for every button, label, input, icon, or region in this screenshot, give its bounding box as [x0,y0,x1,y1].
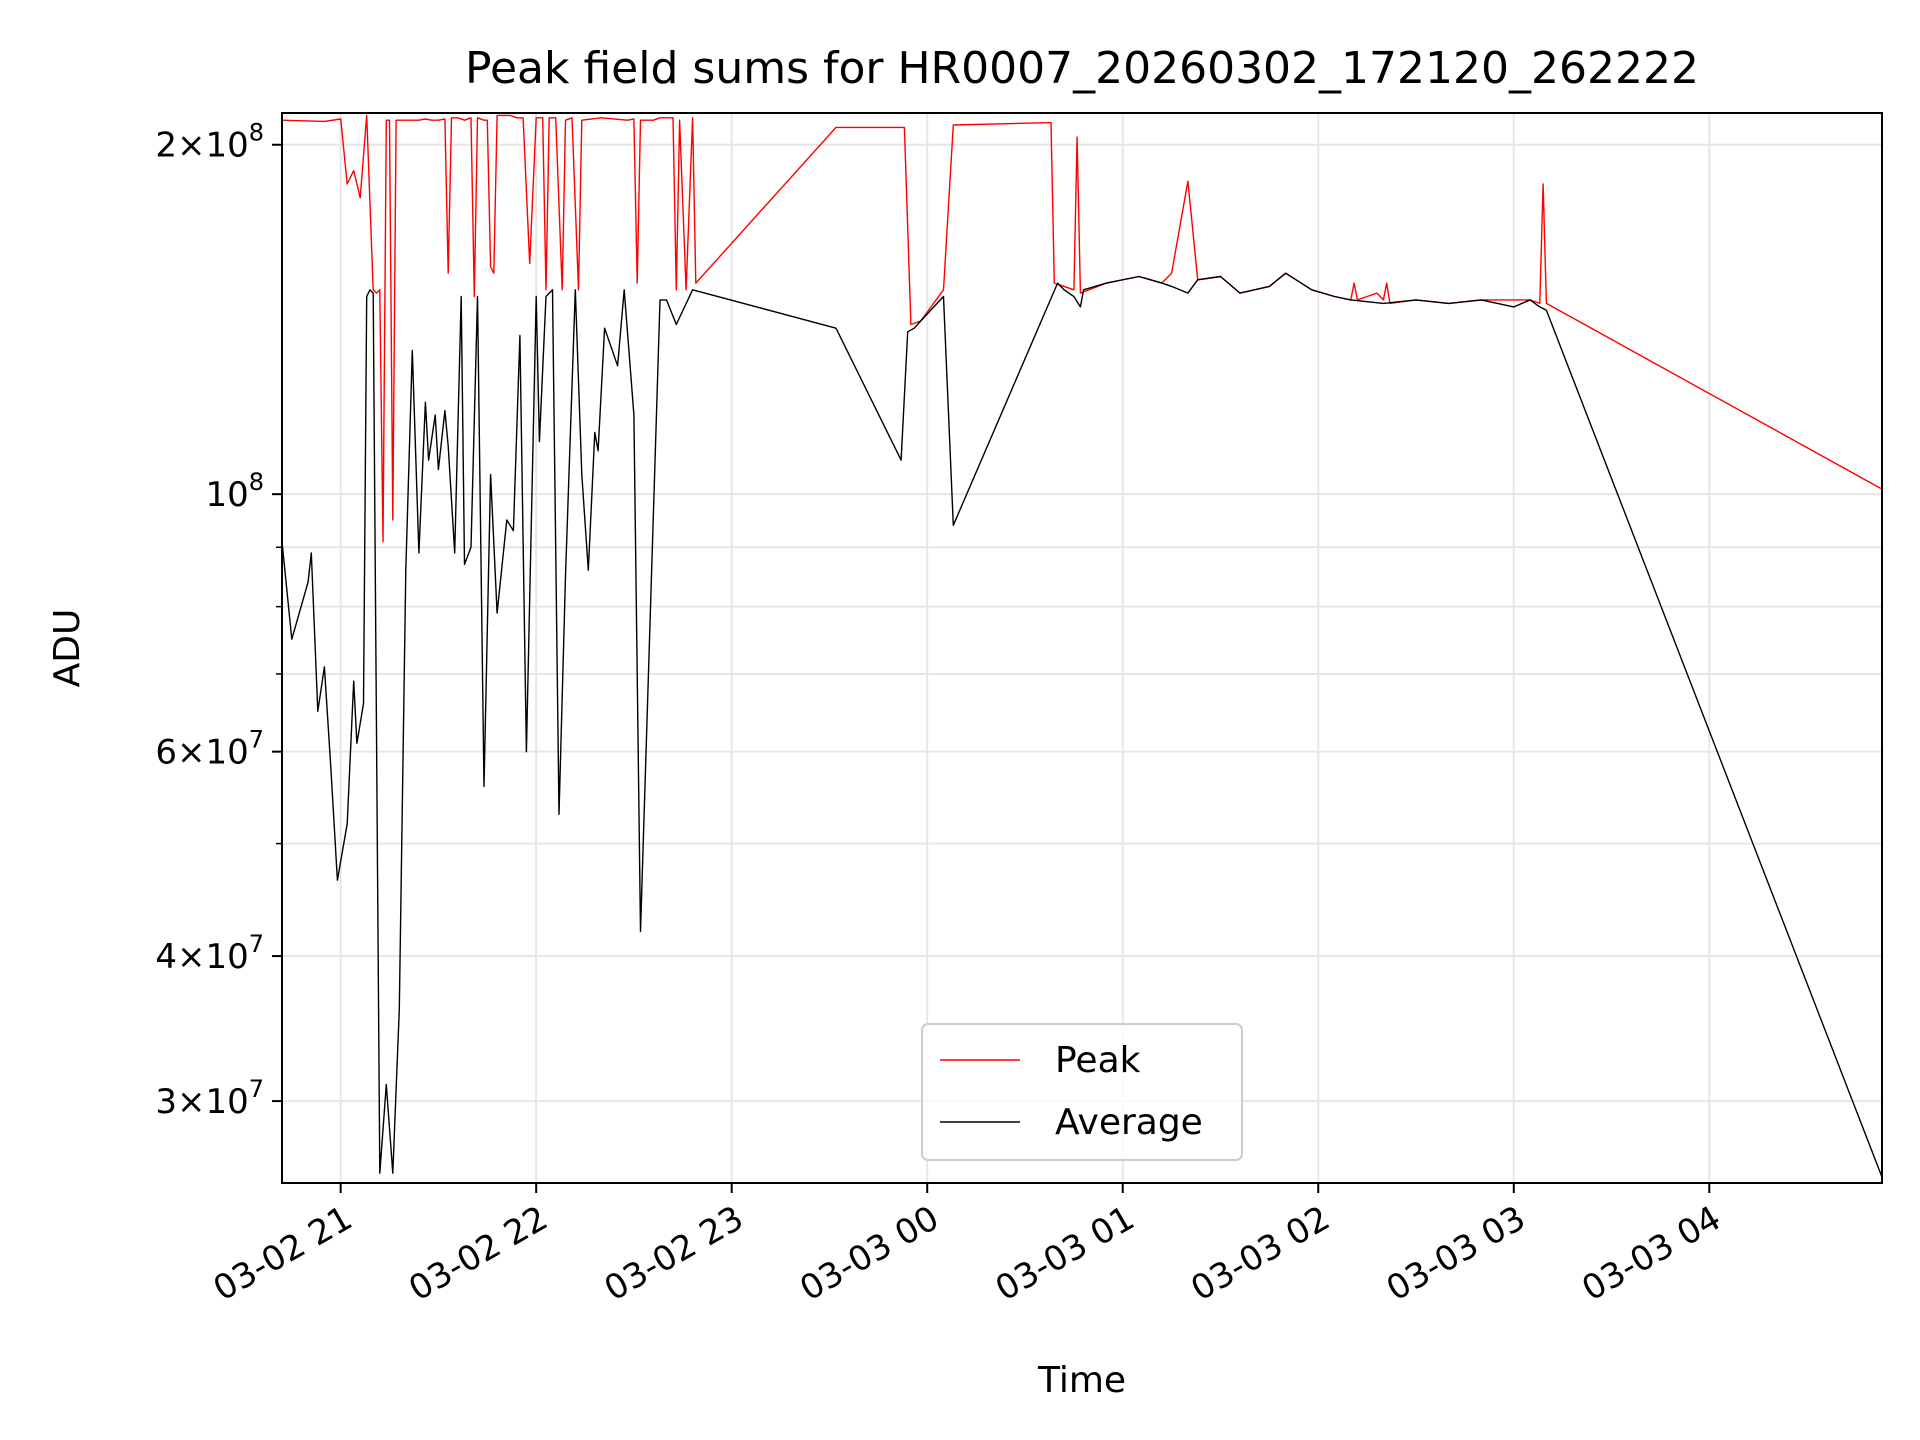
series-line-average [281,272,1883,1178]
series-layer [281,114,1883,1178]
legend-label-average: Average [1055,1102,1203,1143]
y-axis-label: ADU [47,609,88,688]
y-tick-label-base: 4×10 [155,937,248,977]
y-tick-label: 2×108 [155,119,264,166]
y-tick-label: 3×107 [155,1075,264,1122]
legend: Peak Average [921,1023,1243,1161]
x-grid [339,113,1711,1183]
y-tick-label-exponent: 8 [249,119,264,147]
y-tick-label-base: 2×10 [155,126,248,166]
y-tick-label-exponent: 7 [249,930,264,958]
plot-frame [281,112,1883,1184]
y-tick-label-base: 6×10 [155,733,248,773]
y-tick-label: 6×107 [155,726,264,773]
y-tick-label-base: 3×10 [155,1082,248,1122]
y-tick-label-exponent: 7 [249,726,264,754]
y-tick-label-exponent: 7 [249,1075,264,1103]
y-tick-label-base: 10 [205,475,248,515]
legend-box [921,1023,1243,1161]
y-tick-label: 4×107 [155,930,264,977]
x-axis-label: Time [1037,1360,1126,1401]
legend-label-peak: Peak [1055,1040,1141,1081]
y-tick-label: 108 [205,468,264,515]
chart-title: Peak field sums for HR0007_20260302_1721… [465,43,1699,94]
y-tick-label-exponent: 8 [249,468,264,496]
